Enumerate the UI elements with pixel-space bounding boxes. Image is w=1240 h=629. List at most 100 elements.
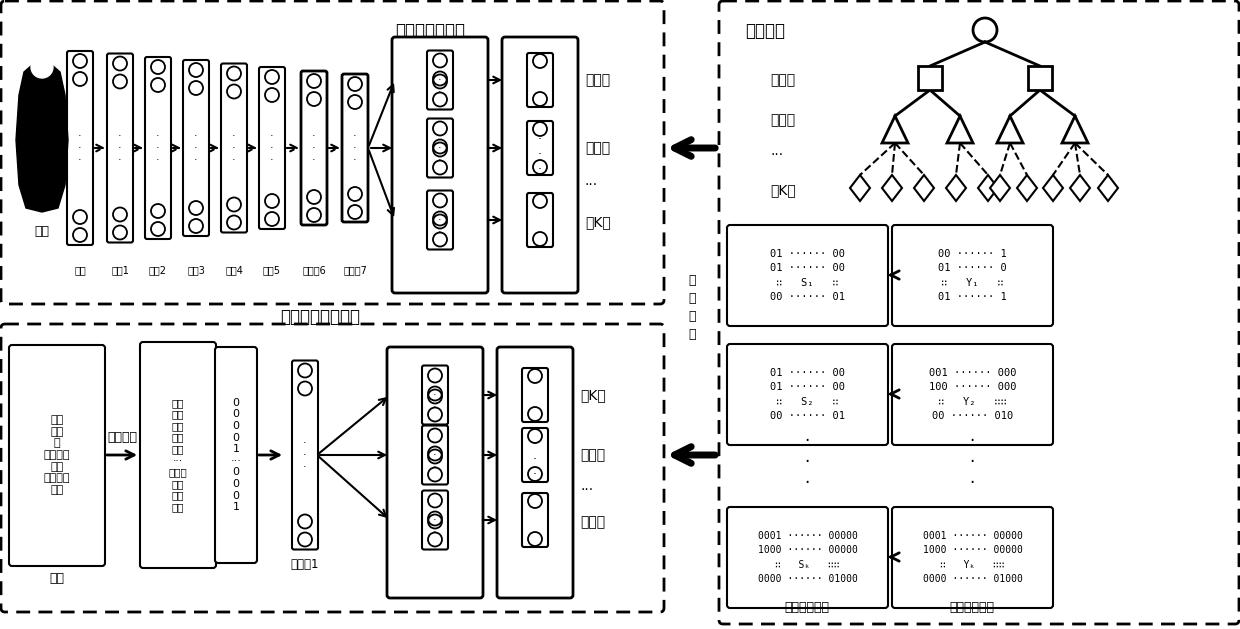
Text: ···: ··· — [585, 178, 598, 192]
FancyBboxPatch shape — [107, 53, 133, 243]
FancyBboxPatch shape — [427, 50, 453, 109]
Text: ·
·
·: · · · — [438, 131, 441, 165]
FancyBboxPatch shape — [727, 344, 888, 445]
Polygon shape — [1061, 116, 1087, 143]
Polygon shape — [990, 175, 1011, 201]
Text: 安安
工作
是
有棱纹的
羊毛
圆翻领的
毛衣: 安安 工作 是 有棱纹的 羊毛 圆翻领的 毛衣 — [43, 415, 71, 495]
Text: 0001 ······ 00000
1000 ······ 00000
∷   Sₖ   ∷∷
0000 ······ 01000: 0001 ······ 00000 1000 ······ 00000 ∷ Sₖ… — [758, 531, 857, 584]
Polygon shape — [849, 175, 870, 201]
Polygon shape — [978, 175, 998, 201]
Text: ·
·
·: · · · — [433, 438, 436, 472]
FancyBboxPatch shape — [342, 74, 368, 222]
Text: 0001 ······ 00000
1000 ······ 00000
∷   Yₖ   ∷∷
0000 ······ 01000: 0001 ······ 00000 1000 ······ 00000 ∷ Yₖ… — [923, 531, 1023, 584]
Text: 正则化跨模态哈希: 正则化跨模态哈希 — [280, 308, 360, 326]
Text: ·
·
·: · · · — [156, 131, 160, 165]
Text: 编: 编 — [688, 309, 696, 323]
Text: ·
·
·: · · · — [118, 131, 122, 165]
FancyBboxPatch shape — [259, 67, 285, 229]
Text: ·
·
·: · · · — [438, 203, 441, 237]
FancyBboxPatch shape — [497, 347, 573, 598]
FancyBboxPatch shape — [427, 118, 453, 177]
Polygon shape — [882, 116, 908, 143]
FancyBboxPatch shape — [392, 37, 489, 293]
Text: 逐层相似矩阵: 逐层相似矩阵 — [950, 601, 994, 614]
Text: 层次标签: 层次标签 — [745, 22, 785, 40]
Text: ·
·
·: · · · — [533, 438, 537, 482]
Polygon shape — [946, 175, 966, 201]
Text: 哈: 哈 — [688, 274, 696, 286]
Text: ·
·
·: · · · — [805, 432, 810, 492]
Polygon shape — [1097, 175, 1118, 201]
Text: 卷积5: 卷积5 — [263, 265, 281, 275]
Text: 第K层: 第K层 — [770, 183, 796, 197]
Text: 00 ······ 1
01 ······ 0
∷   Y₁   ∷
01 ······ 1: 00 ······ 1 01 ······ 0 ∷ Y₁ ∷ 01 ······… — [939, 249, 1007, 302]
Text: ·
·
·: · · · — [970, 432, 975, 492]
Text: ·
·
·: · · · — [270, 131, 274, 165]
FancyBboxPatch shape — [422, 491, 448, 550]
Text: ·
·
·: · · · — [78, 131, 82, 165]
FancyBboxPatch shape — [527, 53, 553, 107]
Text: 01 ······ 00
01 ······ 00
∷   S₂   ∷
00 ······ 01: 01 ······ 00 01 ······ 00 ∷ S₂ ∷ 00 ····… — [770, 368, 844, 421]
Text: ·
·
·: · · · — [232, 131, 236, 165]
FancyBboxPatch shape — [892, 344, 1053, 445]
Text: 0
0
0
0
1
···
0
0
0
1: 0 0 0 0 1 ··· 0 0 0 1 — [231, 398, 242, 512]
Text: 第二层: 第二层 — [580, 448, 605, 462]
FancyBboxPatch shape — [502, 37, 578, 293]
FancyBboxPatch shape — [301, 71, 327, 225]
FancyBboxPatch shape — [522, 428, 548, 482]
Text: 全连接6: 全连接6 — [303, 265, 326, 275]
Text: ···: ··· — [770, 148, 784, 162]
Text: ·
·
·: · · · — [433, 503, 436, 537]
Text: ···: ··· — [580, 483, 593, 497]
Text: 卷积2: 卷积2 — [149, 265, 167, 275]
Polygon shape — [947, 116, 973, 143]
FancyBboxPatch shape — [1, 1, 663, 304]
Text: ·
·
·: · · · — [195, 131, 198, 165]
Polygon shape — [914, 175, 934, 201]
Polygon shape — [16, 65, 68, 212]
Text: ·
·
·: · · · — [353, 131, 357, 165]
FancyBboxPatch shape — [522, 493, 548, 547]
Polygon shape — [1017, 175, 1037, 201]
FancyBboxPatch shape — [184, 60, 210, 236]
FancyBboxPatch shape — [1, 324, 663, 612]
FancyBboxPatch shape — [140, 342, 216, 568]
Text: 全连接7: 全连接7 — [343, 265, 367, 275]
Text: ·
·
·: · · · — [438, 64, 441, 97]
Text: 希: 希 — [688, 291, 696, 304]
FancyBboxPatch shape — [67, 51, 93, 245]
Text: 文本: 文本 — [50, 572, 64, 585]
Text: 词袋模型: 词袋模型 — [107, 431, 136, 444]
FancyBboxPatch shape — [427, 191, 453, 250]
Text: 001 ······ 000
100 ······ 000
∷   Y₂   ∷∷
00 ······ 010: 001 ······ 000 100 ······ 000 ∷ Y₂ ∷∷ 00… — [929, 368, 1017, 421]
Polygon shape — [997, 116, 1023, 143]
FancyBboxPatch shape — [422, 425, 448, 484]
FancyBboxPatch shape — [527, 193, 553, 247]
Polygon shape — [882, 175, 901, 201]
Polygon shape — [1070, 175, 1090, 201]
Text: 层次判别性学习: 层次判别性学习 — [396, 22, 465, 40]
FancyBboxPatch shape — [9, 345, 105, 566]
FancyBboxPatch shape — [892, 507, 1053, 608]
FancyBboxPatch shape — [221, 64, 247, 233]
FancyBboxPatch shape — [215, 347, 257, 563]
Text: 上衣
裙子
下衣
茶叶
羊毛
···
牛仔裤
黑色
角度
毛衣: 上衣 裙子 下衣 茶叶 羊毛 ··· 牛仔裤 黑色 角度 毛衣 — [169, 398, 187, 512]
Text: 卷积3: 卷积3 — [187, 265, 205, 275]
Text: 输入: 输入 — [74, 265, 86, 275]
Text: 第二层: 第二层 — [585, 141, 610, 155]
FancyBboxPatch shape — [527, 121, 553, 175]
Text: ·
·
·: · · · — [312, 131, 316, 165]
Bar — [1028, 66, 1052, 90]
Circle shape — [31, 56, 53, 78]
Text: 第二层: 第二层 — [770, 113, 795, 127]
Text: 第K层: 第K层 — [585, 215, 611, 229]
Text: 第一层: 第一层 — [770, 73, 795, 87]
FancyBboxPatch shape — [719, 1, 1239, 624]
Text: ·
·
·: · · · — [304, 438, 306, 472]
FancyBboxPatch shape — [727, 225, 888, 326]
Text: ·
·
·: · · · — [433, 379, 436, 411]
Text: 第一层: 第一层 — [580, 515, 605, 529]
FancyBboxPatch shape — [422, 365, 448, 425]
Text: 第一层: 第一层 — [585, 73, 610, 87]
Text: ·
·
·: · · · — [538, 133, 542, 177]
